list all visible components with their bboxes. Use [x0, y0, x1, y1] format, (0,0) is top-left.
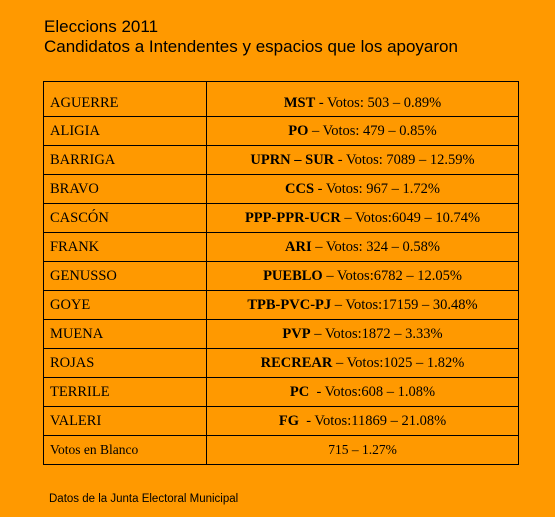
table-row: TERRILE PC - Votos:608 – 1.08% — [43, 377, 519, 407]
candidate-name: ALIGIA — [43, 116, 207, 146]
votes-detail: - Votos: 7089 – 12.59% — [334, 151, 475, 168]
party-votes-cell: 715 – 1.27% — [206, 435, 519, 465]
candidate-name: MUENA — [43, 319, 207, 349]
table-row: ROJAS RECREAR – Votos:1025 – 1.82% — [43, 348, 519, 378]
candidate-name: ROJAS — [43, 348, 207, 378]
table-row: MUENA PVP – Votos:1872 – 3.33% — [43, 319, 519, 349]
candidate-name: BRAVO — [43, 174, 207, 204]
results-table-body: AGUERRE MST - Votos: 503 – 0.89% ALIGIA PO … — [43, 81, 519, 465]
party-name: PUEBLO — [263, 267, 323, 284]
party-votes-cell: UPRN – SUR - Votos: 7089 – 12.59% — [206, 145, 519, 175]
votes-detail: - Votos:608 – 1.08% — [309, 383, 436, 400]
candidate-name: BARRIGA — [43, 145, 207, 175]
page-title: Eleccions 2011 Candidatos a Intendentes … — [44, 17, 544, 57]
party-name: PC — [289, 383, 310, 400]
candidate-name: AGUERRE — [43, 81, 207, 117]
title-line-2: Candidatos a Intendentes y espacios que … — [44, 37, 458, 56]
title-line-1: Eleccions 2011 — [44, 17, 159, 36]
party-name: RECREAR — [260, 354, 333, 371]
table-row: BARRIGA UPRN – SUR - Votos: 7089 – 12.59% — [43, 145, 519, 175]
party-votes-cell: PO – Votos: 479 – 0.85% — [206, 116, 519, 146]
table-row: ALIGIA PO – Votos: 479 – 0.85% — [43, 116, 519, 146]
votes-detail: – Votos:1872 – 3.33% — [310, 325, 443, 342]
table-row: GENUSSO PUEBLO – Votos:6782 – 12.05% — [43, 261, 519, 291]
votes-detail: – Votos:6782 – 12.05% — [322, 267, 462, 284]
votes-detail: – Votos: 324 – 0.58% — [311, 238, 440, 255]
candidate-name: FRANK — [43, 232, 207, 262]
candidate-name: CASCÓN — [43, 203, 207, 233]
party-votes-cell: RECREAR – Votos:1025 – 1.82% — [206, 348, 519, 378]
party-name: PVP — [282, 325, 311, 342]
party-name: PPP-PPR-UCR — [244, 209, 341, 226]
candidate-name: VALERI — [43, 406, 207, 436]
party-votes-cell: PPP-PPR-UCR – Votos:6049 – 10.74% — [206, 203, 519, 233]
party-votes-cell: FG - Votos:11869 – 21.08% — [206, 406, 519, 436]
party-votes-cell: PUEBLO – Votos:6782 – 12.05% — [206, 261, 519, 291]
candidate-name: Votos en Blanco — [43, 435, 207, 465]
party-name: CCS — [285, 180, 315, 197]
party-votes-cell: ARI – Votos: 324 – 0.58% — [206, 232, 519, 262]
votes-detail: – Votos:17159 – 30.48% — [331, 296, 478, 313]
votes-detail: – Votos: 479 – 0.85% — [308, 122, 437, 139]
table-row: CASCÓN PPP-PPR-UCR – Votos:6049 – 10.74% — [43, 203, 519, 233]
candidate-name: GENUSSO — [43, 261, 207, 291]
party-votes-cell: TPB-PVC-PJ – Votos:17159 – 30.48% — [206, 290, 519, 320]
votes-detail: – Votos:6049 – 10.74% — [340, 209, 481, 226]
votes-detail: - Votos: 503 – 0.89% — [315, 95, 442, 111]
party-name: ARI — [285, 238, 312, 255]
party-name: MST — [283, 95, 316, 111]
source-footer: Datos de la Junta Electoral Municipal — [49, 493, 239, 505]
candidate-name: GOYE — [43, 290, 207, 320]
party-votes-cell: MST - Votos: 503 – 0.89% — [206, 81, 519, 117]
party-votes-cell: CCS - Votos: 967 – 1.72% — [206, 174, 519, 204]
votes-detail: 715 – 1.27% — [328, 442, 397, 457]
votes-detail: – Votos:1025 – 1.82% — [332, 354, 465, 371]
party-votes-cell: PC - Votos:608 – 1.08% — [206, 377, 519, 407]
table-row: GOYE TPB-PVC-PJ – Votos:17159 – 30.48% — [43, 290, 519, 320]
party-votes-cell: PVP – Votos:1872 – 3.33% — [206, 319, 519, 349]
party-name: TPB-PVC-PJ — [247, 296, 332, 313]
results-table: AGUERRE MST - Votos: 503 – 0.89% ALIGIA PO … — [43, 81, 519, 465]
votes-detail: - Votos: 967 – 1.72% — [314, 180, 440, 197]
table-row: VALERI FG - Votos:11869 – 21.08% — [43, 406, 519, 436]
table-row: AGUERRE MST - Votos: 503 – 0.89% — [43, 81, 519, 117]
votes-detail: - Votos:11869 – 21.08% — [298, 412, 447, 429]
table-row: Votos en Blanco 715 – 1.27% — [43, 435, 519, 465]
party-name: PO — [288, 122, 309, 139]
candidate-name: TERRILE — [43, 377, 207, 407]
table-row: FRANK ARI – Votos: 324 – 0.58% — [43, 232, 519, 262]
party-name: FG — [278, 412, 299, 429]
party-name: UPRN – SUR — [250, 151, 335, 168]
table-row: BRAVO CCS - Votos: 967 – 1.72% — [43, 174, 519, 204]
